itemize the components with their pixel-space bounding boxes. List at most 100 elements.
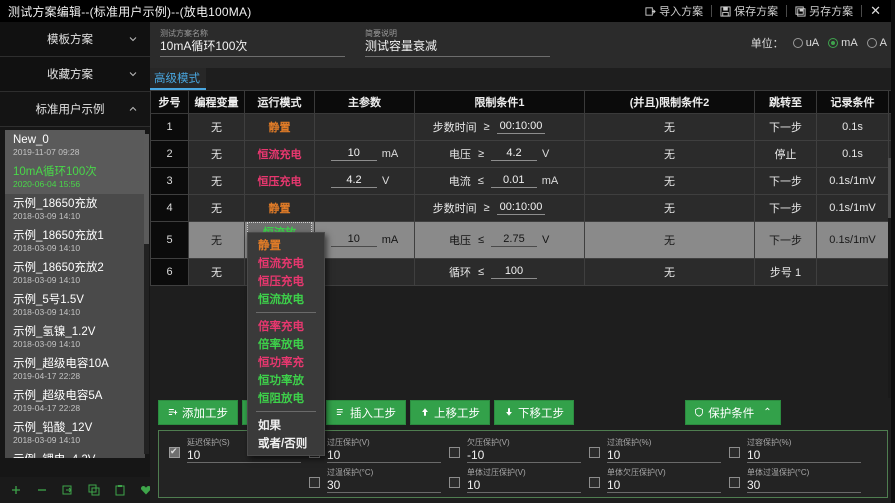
limit1-input[interactable]: 00:10:00 (496, 120, 546, 134)
menu-item[interactable]: 或者/否则 (258, 438, 308, 450)
remove-icon[interactable] (36, 484, 48, 496)
table-column-header[interactable]: 限制条件1 (414, 90, 585, 114)
protection-field-input[interactable]: 30 (327, 478, 341, 492)
list-item[interactable]: 示例_18650充放 2018-03-09 14:10 (5, 194, 145, 226)
limit-condition-1-cell[interactable]: 步数时间 ≥00:10:00 (414, 113, 585, 141)
limit1-comparator[interactable]: ≤ (477, 175, 484, 187)
save-plan-button[interactable]: 保存方案 (712, 0, 786, 22)
protection-checkbox[interactable] (309, 477, 320, 488)
unit-option-ma[interactable]: mA (828, 37, 858, 49)
paste-icon[interactable] (114, 484, 126, 496)
main-parameter-cell[interactable]: 4.2 V (314, 167, 415, 195)
protection-field-input[interactable]: 10 (187, 448, 201, 462)
list-item[interactable]: 示例_氢镍_1.2V 2018-03-09 14:10 (5, 322, 145, 354)
main-parameter-cell[interactable] (314, 113, 415, 141)
limit-condition-2-cell[interactable]: 无 (584, 140, 755, 168)
menu-item[interactable]: 恒压充电 (258, 276, 304, 288)
limit1-comparator[interactable]: ≤ (477, 234, 485, 246)
record-condition-cell[interactable]: 0.1s (816, 113, 889, 141)
menu-item[interactable]: 恒功率充 (258, 357, 304, 369)
table-column-header[interactable]: (并且)限制条件2 (584, 90, 755, 114)
plan-list-scrollbar[interactable] (144, 134, 149, 454)
program-variable-cell[interactable]: 无 (188, 140, 245, 168)
limit1-comparator[interactable]: ≥ (483, 202, 490, 214)
unit-option-ua[interactable]: uA (792, 37, 819, 49)
protection-field-input[interactable]: -10 (467, 448, 485, 462)
program-variable-cell[interactable]: 无 (188, 221, 245, 259)
program-variable-cell[interactable]: 无 (188, 113, 245, 141)
table-row[interactable]: 3 无恒压充电 4.2 V 电流 ≤0.01 mA 无下一步 0.1s/1mV (150, 167, 895, 195)
table-row[interactable]: 4 无静置 步数时间 ≥00:10:00 无下一步 0.1s/1mV (150, 194, 895, 222)
limit1-input[interactable]: 100 (491, 265, 537, 279)
jump-to-cell[interactable]: 步号 1 (754, 258, 817, 286)
list-item[interactable]: 示例_铅酸_12V 2018-03-09 14:10 (5, 418, 145, 450)
list-item[interactable]: 示例_锂电_4.2V2019-12-19 13:21 (5, 450, 145, 458)
favorite-icon[interactable] (140, 484, 152, 496)
sidebar-group-standard-examples[interactable]: 标准用户示例 (0, 92, 150, 127)
table-column-header[interactable]: 编程变量 (188, 90, 245, 114)
list-item[interactable]: New_0 2019-11-07 09:28 (5, 130, 145, 162)
menu-item[interactable]: 倍率放电 (258, 339, 304, 351)
program-variable-cell[interactable]: 无 (188, 258, 245, 286)
program-variable-cell[interactable]: 无 (188, 167, 245, 195)
limit1-comparator[interactable]: ≤ (477, 266, 485, 278)
limit1-input[interactable]: 4.2 (491, 147, 537, 161)
limit-condition-2-cell[interactable]: 无 (584, 113, 755, 141)
limit-condition-1-cell[interactable]: 电流 ≤0.01 mA (414, 167, 585, 195)
plan-list[interactable]: New_0 2019-11-07 09:28 10mA循环100次 2020-06-0… (5, 130, 145, 458)
main-parameter-cell[interactable]: 10 mA (314, 221, 415, 259)
copy-icon[interactable] (88, 484, 100, 496)
list-item[interactable]: 10mA循环100次 2020-06-04 15:56 (5, 162, 145, 194)
protection-checkbox[interactable] (169, 446, 180, 458)
main-parameter-input[interactable]: 10 (330, 147, 377, 161)
protection-checkbox[interactable] (449, 477, 460, 488)
table-row[interactable]: 2 无恒流充电 10 mA 电压 ≥4.2 V 无停止 0.1s (150, 140, 895, 168)
add-icon[interactable] (10, 484, 22, 496)
table-column-header[interactable]: 跳转至 (754, 90, 817, 114)
protection-field-input[interactable]: 10 (467, 478, 481, 492)
run-mode-dropdown[interactable]: 静置 恒流充电 恒压充电 恒流放电 倍率充电 倍率放电 恒功率充 恒功率放 恒阻放电 如果 或者/否… (247, 232, 325, 456)
run-mode-cell[interactable]: 静置 (244, 113, 315, 141)
table-row[interactable]: 1 无静置 步数时间 ≥00:10:00 无下一步 0.1s (150, 113, 895, 141)
main-parameter-input[interactable]: 4.2 (331, 174, 377, 188)
protection-checkbox[interactable] (589, 447, 600, 458)
protection-checkbox[interactable] (589, 477, 600, 488)
table-column-header[interactable]: 记录条件 (816, 90, 889, 114)
limit1-input[interactable]: 2.75 (491, 233, 537, 247)
protection-checkbox[interactable] (729, 447, 740, 458)
limit-condition-2-cell[interactable]: 无 (584, 258, 755, 286)
menu-item[interactable]: 如果 (258, 420, 281, 432)
move-up-button[interactable]: 上移工步 (410, 400, 490, 425)
list-item[interactable]: 示例_18650充放1 2018-03-09 14:10 (5, 226, 145, 258)
save-as-plan-button[interactable]: 另存方案 (787, 0, 861, 22)
jump-to-cell[interactable]: 停止 (754, 140, 817, 168)
limit-condition-2-cell[interactable]: 无 (584, 167, 755, 195)
protection-field-input[interactable]: 10 (607, 448, 621, 462)
jump-to-cell[interactable]: 下一步 (754, 113, 817, 141)
limit-condition-1-cell[interactable]: 电压 ≥4.2 V (414, 140, 585, 168)
plan-name-field[interactable]: 测试方案名称 10mA循环100次 (160, 28, 345, 57)
limit-condition-2-cell[interactable]: 无 (584, 221, 755, 259)
main-parameter-input[interactable]: 10 (330, 233, 377, 247)
list-item[interactable]: 示例_5号1.5V 2018-03-09 14:10 (5, 290, 145, 322)
sidebar-group-favorites[interactable]: 收藏方案 (0, 57, 150, 92)
protection-checkbox[interactable] (449, 447, 460, 458)
limit1-input[interactable]: 0.01 (490, 174, 537, 188)
table-column-header[interactable]: 步号 (150, 90, 189, 114)
limit-condition-2-cell[interactable]: 无 (584, 194, 755, 222)
record-condition-cell[interactable]: 0.1s/1mV (816, 194, 889, 222)
table-column-header[interactable]: 运行模式 (244, 90, 315, 114)
shield-button[interactable]: 保护条件 ⌃ (685, 400, 781, 425)
main-parameter-cell[interactable]: 10 mA (314, 140, 415, 168)
list-item[interactable]: 示例_18650充放2 2018-03-09 14:10 (5, 258, 145, 290)
record-condition-cell[interactable]: 0.1s/1mV (816, 167, 889, 195)
jump-to-cell[interactable]: 下一步 (754, 167, 817, 195)
limit1-comparator[interactable]: ≥ (477, 148, 485, 160)
list-item[interactable]: 示例_超级电容10A 2019-04-17 22:28 (5, 354, 145, 386)
add-step-button[interactable]: 添加工步 (158, 400, 238, 425)
limit-condition-1-cell[interactable]: 电压 ≤2.75 V (414, 221, 585, 259)
jump-to-cell[interactable]: 下一步 (754, 221, 817, 259)
limit1-input[interactable]: 00:10:00 (496, 201, 546, 215)
plan-desc-input[interactable]: 测试容量衰减 (365, 39, 438, 53)
chevron-up-icon[interactable]: ⌃ (763, 407, 772, 418)
